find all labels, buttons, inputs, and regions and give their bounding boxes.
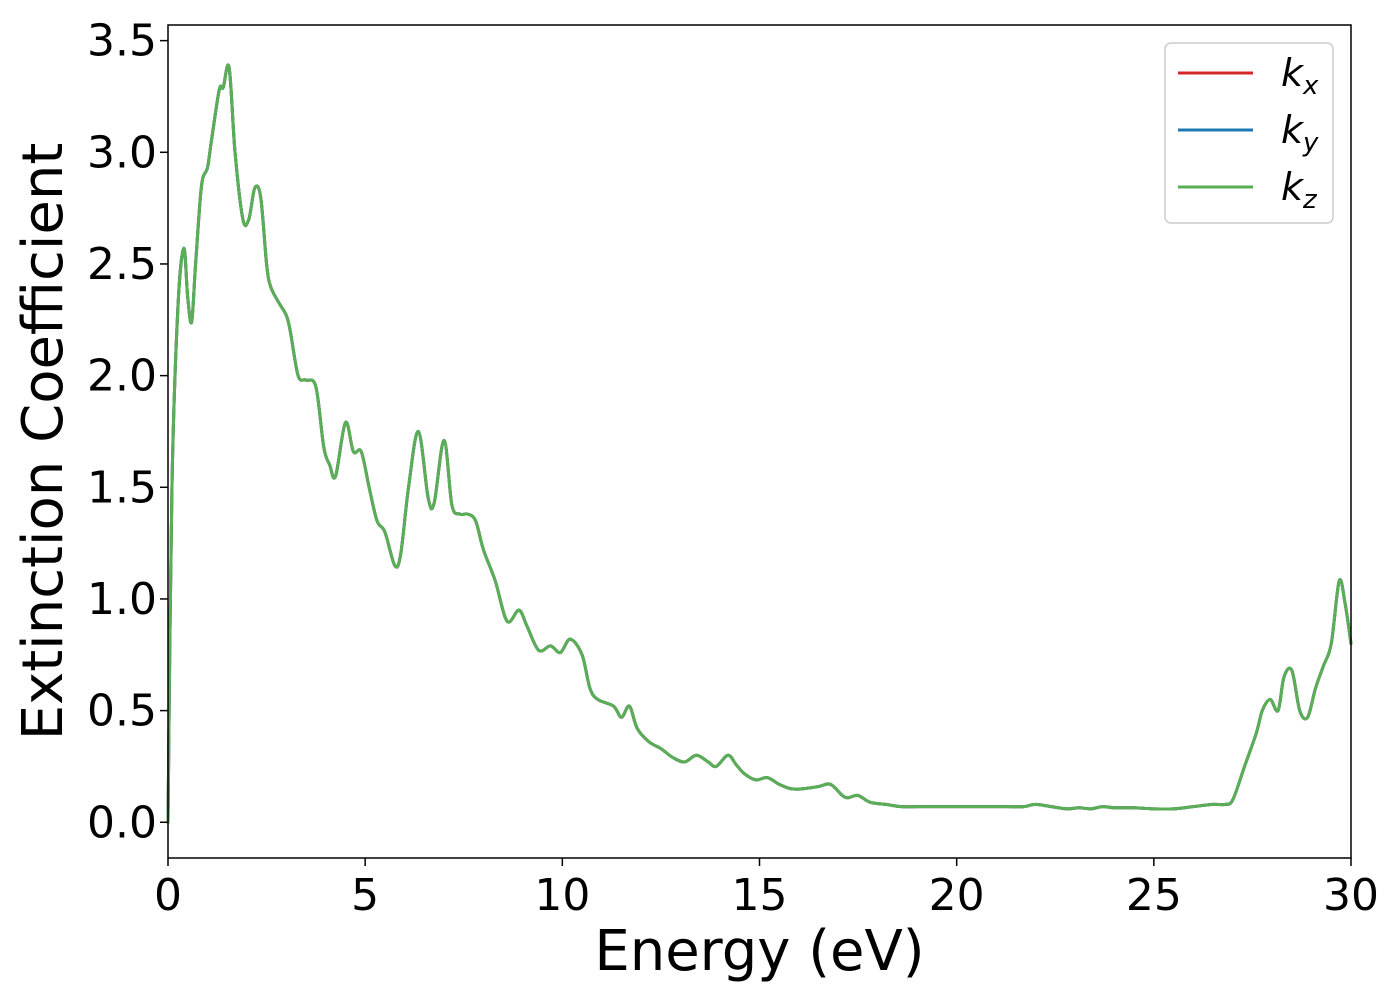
x-axis-label: Energy (eV) [594,919,924,984]
x-axis-ticks: 0 5 10 15 20 25 30 [154,858,1379,921]
y-axis-ticks: 0.0 0.5 1.0 1.5 2.0 2.5 3.0 3.5 [87,16,168,848]
y-tick-label: 0.5 [87,686,157,737]
series-line-kz [166,63,1353,824]
x-tick-label: 5 [351,870,379,921]
y-tick-label: 3.0 [87,127,157,178]
y-tick-label: 0.0 [87,797,157,848]
x-tick-label: 0 [154,870,182,921]
y-tick-label: 2.5 [87,239,157,290]
x-tick-label: 15 [732,870,788,921]
legend-box [1164,42,1334,224]
y-tick-label: 1.5 [87,462,157,513]
x-tick-label: 30 [1323,870,1379,921]
y-tick-label: 1.0 [87,574,157,625]
x-tick-label: 25 [1126,870,1182,921]
x-tick-label: 10 [534,870,590,921]
y-tick-label: 3.5 [87,16,157,67]
y-axis-label: Extinction Coefficient [11,143,76,741]
series-layer [166,63,1353,824]
x-tick-label: 20 [929,870,985,921]
y-tick-label: 2.0 [87,351,157,402]
